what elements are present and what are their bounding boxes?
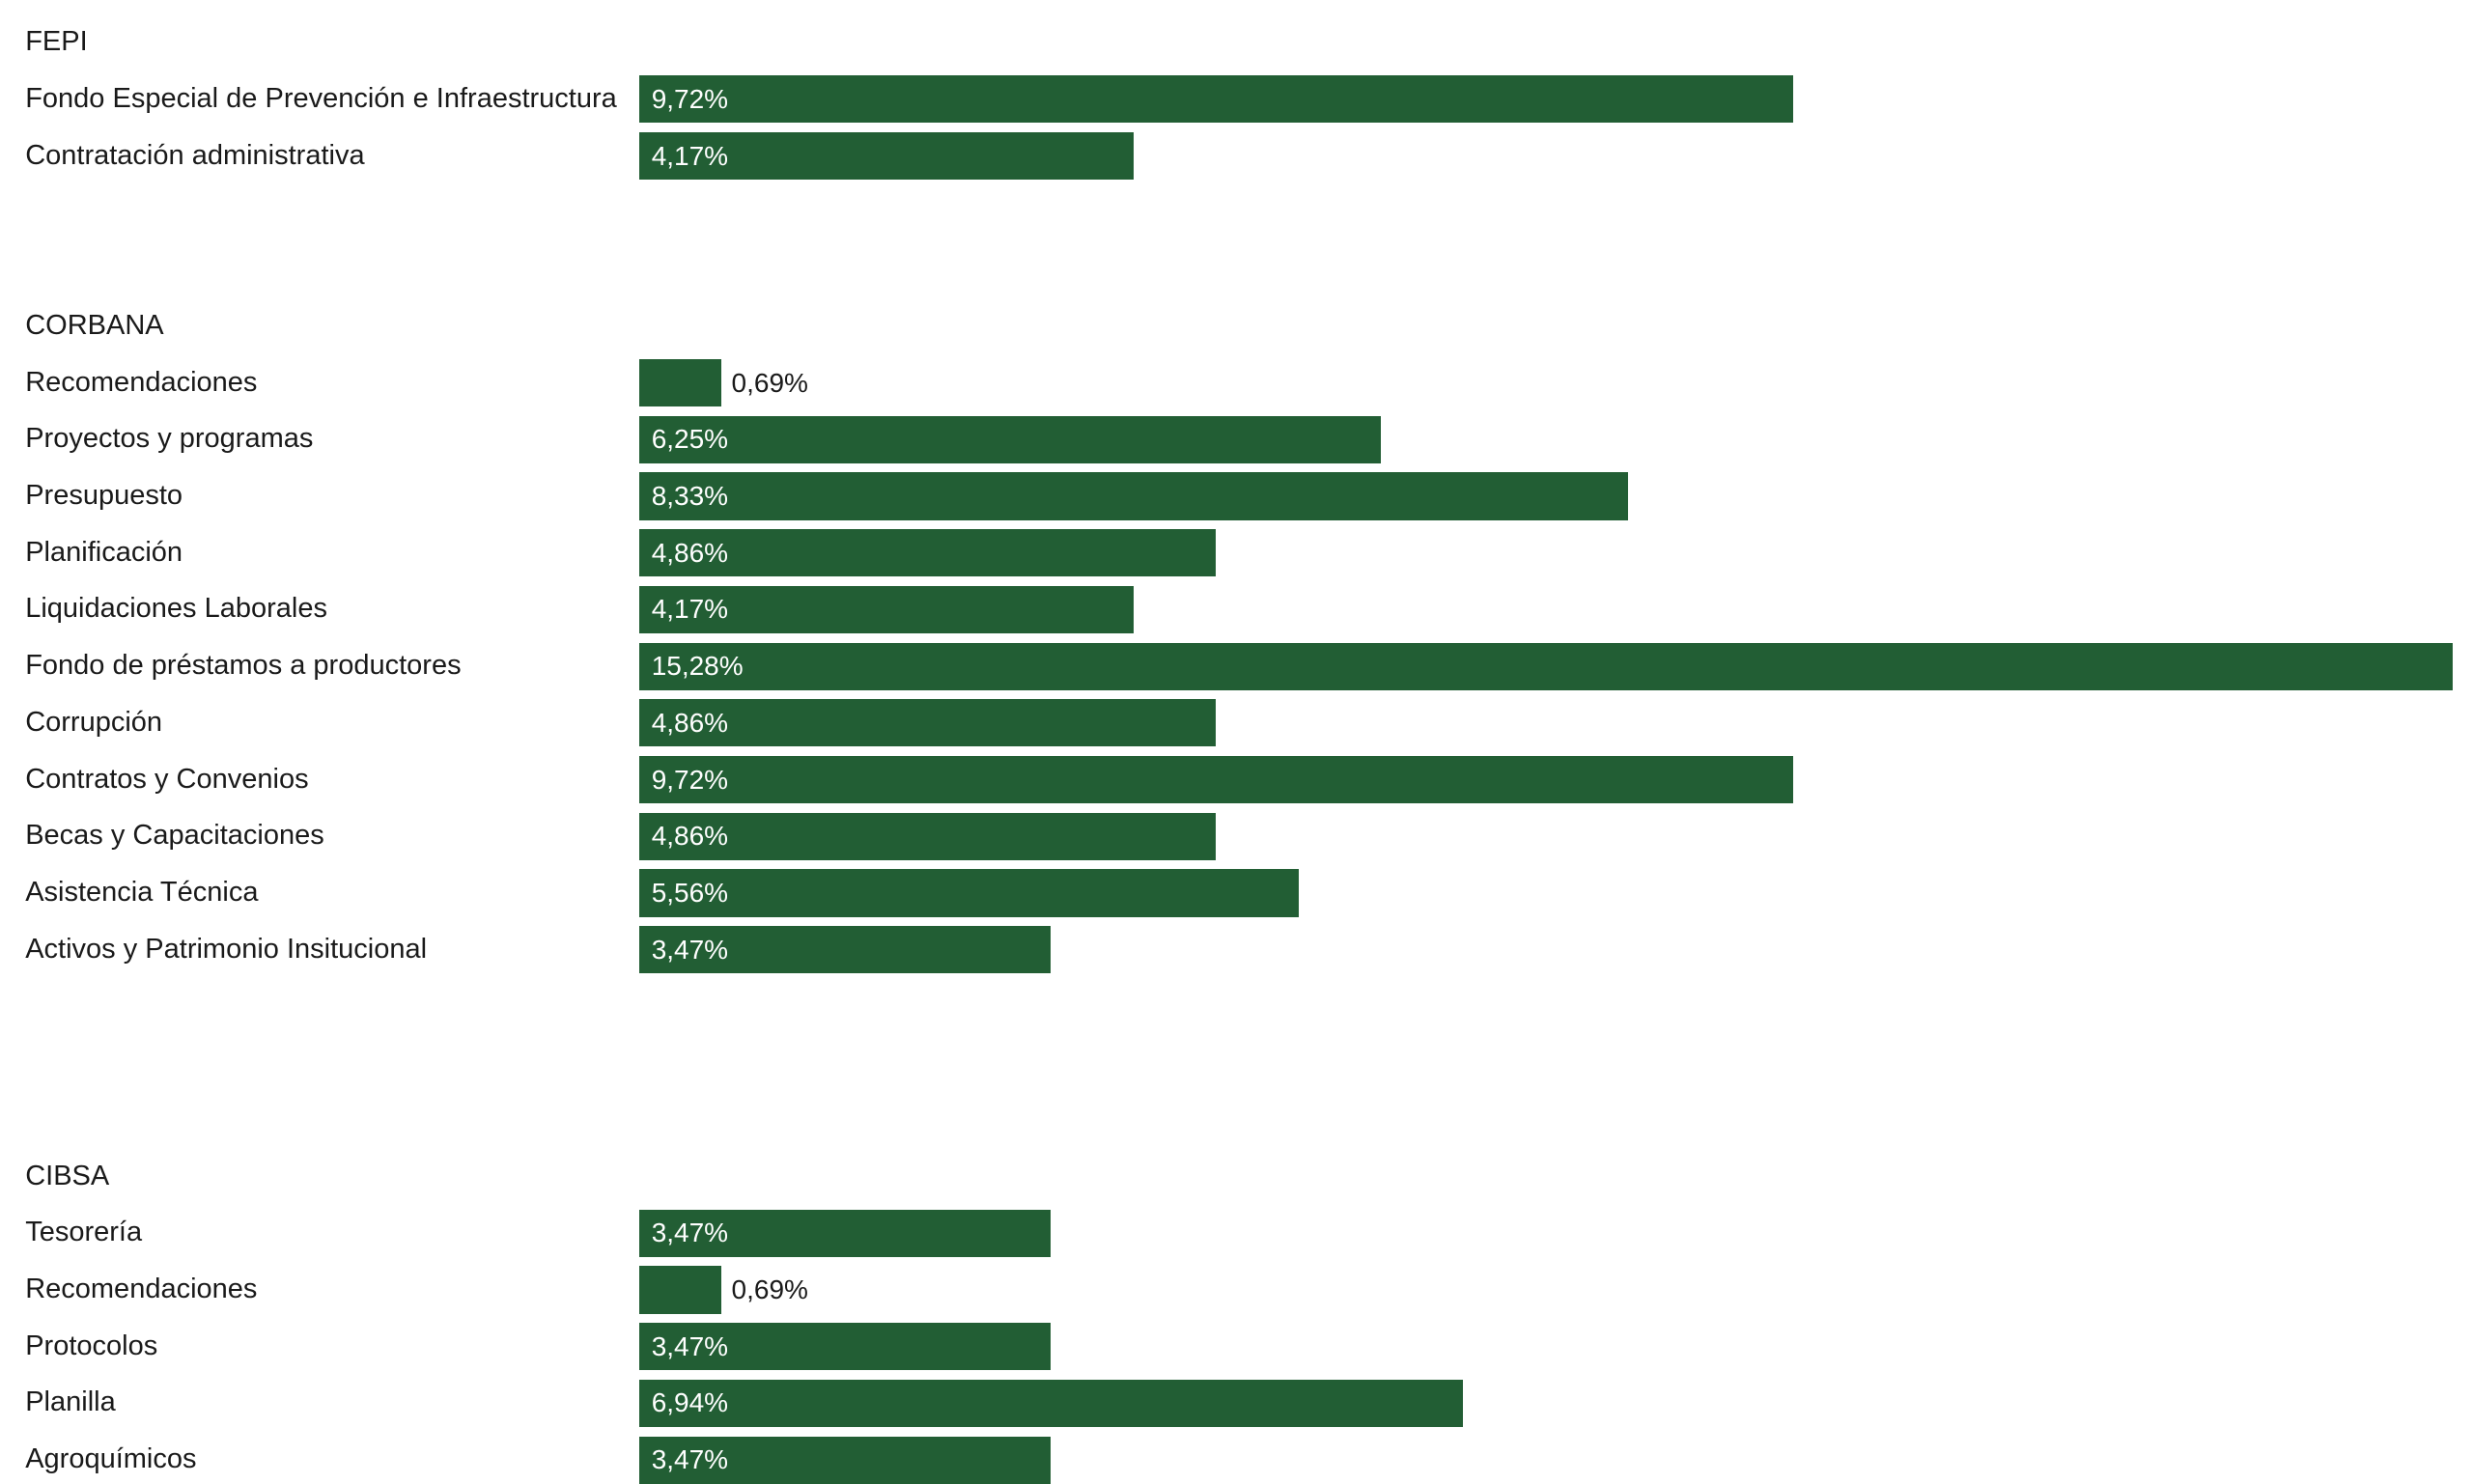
bar	[638, 755, 1793, 804]
category-label: Tesorería	[25, 1217, 143, 1248]
data-label: 4,17%	[651, 594, 729, 625]
category-label: Planilla	[25, 1386, 116, 1418]
data-label: 8,33%	[651, 480, 729, 511]
bar	[638, 75, 1793, 124]
bar	[638, 1266, 721, 1314]
bar	[638, 1323, 1052, 1371]
data-label: 5,56%	[651, 877, 729, 908]
data-label: 4,86%	[651, 707, 729, 738]
bar	[638, 1209, 1052, 1257]
category-label: Contratos y Convenios	[25, 763, 309, 795]
category-label: Asistencia Técnica	[25, 876, 259, 908]
category-label: Recomendaciones	[25, 1274, 258, 1304]
category-label: Liquidaciones Laborales	[25, 593, 327, 625]
category-label: Presupuesto	[25, 479, 183, 511]
data-label: 4,86%	[651, 537, 729, 568]
data-label: 0,69%	[731, 1274, 808, 1304]
category-label: Proyectos y programas	[25, 423, 314, 455]
bar	[638, 132, 1135, 181]
category-label: Becas y Capacitaciones	[25, 820, 324, 852]
bar	[638, 472, 1628, 520]
bar	[638, 926, 1052, 974]
data-label: 4,86%	[651, 821, 729, 852]
data-label: 3,47%	[651, 1330, 729, 1361]
bar	[638, 812, 1217, 860]
data-label: 3,47%	[651, 1444, 729, 1475]
category-label: Fondo Especial de Prevención e Infraestr…	[25, 82, 617, 114]
group-title: CORBANA	[25, 309, 164, 341]
data-label: 9,72%	[651, 83, 729, 114]
bar	[638, 699, 1217, 747]
bar-chart: FEPI Fondo Especial de Prevención e Infra…	[25, 26, 2454, 1484]
bar	[638, 415, 1382, 463]
bar	[638, 358, 721, 407]
group-title: FEPI	[25, 26, 88, 58]
category-label: Recomendaciones	[25, 366, 258, 398]
data-label: 4,17%	[651, 140, 729, 171]
group-title: CIBSA	[25, 1160, 110, 1191]
data-label: 6,25%	[651, 424, 729, 455]
category-label: Fondo de préstamos a productores	[25, 650, 462, 682]
category-label: Contratación administrativa	[25, 139, 365, 171]
data-label: 3,47%	[651, 1218, 729, 1248]
bar	[638, 585, 1135, 633]
bar	[638, 642, 2454, 690]
data-label: 6,94%	[651, 1387, 729, 1418]
category-label: Corrupción	[25, 706, 163, 738]
category-label: Agroquímicos	[25, 1443, 197, 1475]
category-label: Protocolos	[25, 1330, 158, 1361]
bar	[638, 529, 1217, 577]
data-label: 15,28%	[651, 651, 744, 682]
data-label: 0,69%	[731, 367, 808, 398]
data-label: 9,72%	[651, 764, 729, 795]
category-label: Activos y Patrimonio Insitucional	[25, 933, 428, 965]
bar	[638, 869, 1300, 917]
data-label: 3,47%	[651, 934, 729, 965]
bar	[638, 1379, 1463, 1427]
category-label: Planificación	[25, 536, 183, 568]
